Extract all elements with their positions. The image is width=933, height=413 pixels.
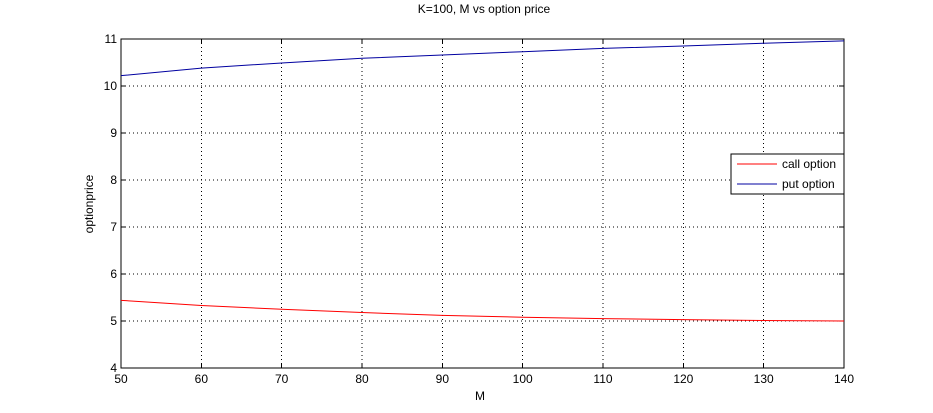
legend-label-put-option: put option	[782, 177, 835, 191]
chart-title: K=100, M vs option price	[418, 2, 551, 16]
x-tick-label: 100	[513, 372, 533, 386]
y-tick-label: 11	[105, 32, 118, 46]
x-tick-label: 120	[673, 372, 693, 386]
axes-frame	[120, 38, 845, 369]
y-tick-label: 8	[110, 173, 117, 187]
x-axis-label: M	[475, 389, 485, 403]
series-line-call-option	[120, 299, 845, 322]
x-tick-label: 130	[754, 372, 774, 386]
y-tick-label: 7	[110, 220, 117, 234]
x-tick-label: 80	[355, 372, 369, 386]
y-axis-label: optionprice	[82, 174, 96, 233]
tick-layer: 50 60 70 80 90 100 110 120 130 140 4 5 6 7 8 9 10 11	[104, 32, 855, 386]
y-tick-label: 10	[104, 79, 118, 93]
legend-label-call-option: call option	[782, 157, 836, 171]
x-tick-label: 70	[275, 372, 289, 386]
y-tick-label: 4	[110, 361, 117, 375]
y-tick-label: 5	[110, 314, 117, 328]
series-layer	[120, 40, 845, 322]
x-tick-label: 50	[114, 372, 128, 386]
grid-layer	[121, 39, 844, 368]
y-tick-label: 6	[110, 267, 117, 281]
x-tick-label: 110	[593, 372, 612, 386]
legend-box	[730, 153, 845, 195]
series-line-put-option	[120, 40, 845, 77]
x-tick-label: 140	[834, 372, 854, 386]
legend: call option put option	[730, 153, 845, 195]
x-tick-label: 60	[195, 372, 209, 386]
y-tick-label: 9	[110, 126, 117, 140]
x-tick-label: 90	[436, 372, 450, 386]
